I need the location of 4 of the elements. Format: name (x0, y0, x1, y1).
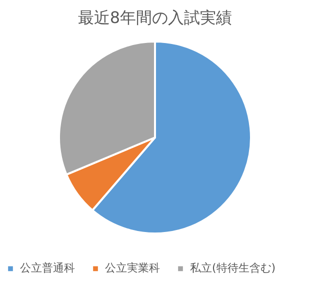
legend-label: 公立普通科 (20, 262, 75, 275)
legend-label: 公立実業科 (105, 262, 160, 275)
chart-title: 最近8年間の入試実績 (78, 8, 232, 27)
legend-label: 私立(特待生含む) (190, 262, 276, 275)
